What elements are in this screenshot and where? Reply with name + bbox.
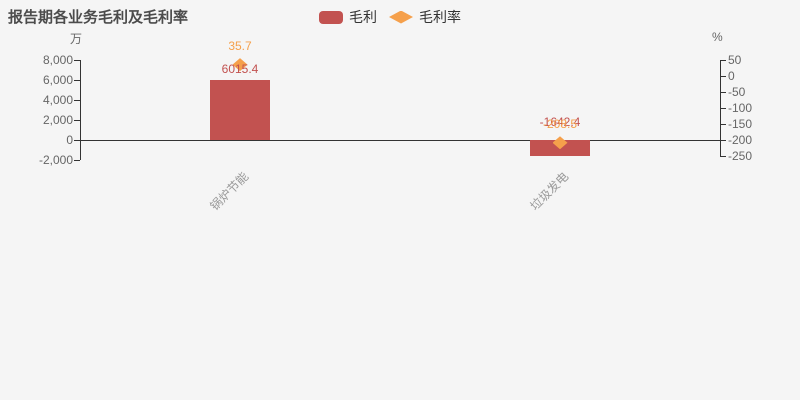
bar-锅炉节能[interactable] — [210, 79, 270, 140]
right-axis-tick-label: -50 — [728, 85, 746, 99]
left-axis-tick — [74, 120, 80, 121]
right-axis-tick-label: -250 — [728, 149, 753, 163]
left-axis-tick-label: 8,000 — [42, 53, 73, 67]
left-axis-tick — [74, 60, 80, 61]
legend-item-margin[interactable]: 毛利率 — [389, 7, 461, 27]
left-axis-tick-label: 0 — [66, 133, 73, 147]
right-axis-tick-label: 50 — [728, 53, 742, 67]
right-axis-tick — [720, 76, 726, 77]
left-axis-tick-label: 2,000 — [42, 113, 73, 127]
left-axis-tick — [74, 80, 80, 81]
left-axis-tick-label: 6,000 — [42, 73, 73, 87]
rate-value-label: -208.5 — [542, 116, 578, 131]
diamond-series-swatch-icon — [389, 10, 413, 24]
right-axis-tick — [720, 140, 726, 141]
chart-title: 报告期各业务毛利及毛利率 — [8, 9, 189, 26]
bar-series-swatch-icon — [319, 10, 343, 24]
left-axis-line — [80, 60, 81, 160]
legend-label-profit: 毛利 — [349, 9, 377, 25]
right-axis-tick — [720, 60, 726, 61]
zero-axis-line — [80, 140, 720, 141]
legend: 毛利 毛利率 — [319, 7, 461, 27]
right-axis-unit: % — [712, 30, 723, 44]
legend-item-profit[interactable]: 毛利 — [319, 7, 377, 27]
rate-point-锅炉节能[interactable] — [232, 58, 248, 72]
left-axis-tick — [74, 140, 80, 141]
right-axis-tick — [720, 92, 726, 93]
right-axis-tick — [720, 156, 726, 157]
right-axis-tick-label: -200 — [728, 133, 753, 147]
legend-label-margin: 毛利率 — [419, 9, 461, 25]
rate-value-label: 35.7 — [228, 38, 252, 53]
category-label-垃圾发电: 垃圾发电 — [527, 169, 572, 214]
right-axis-tick-label: -100 — [728, 101, 753, 115]
bar-value-label: 6015.4 — [221, 61, 259, 76]
left-axis-unit: 万 — [70, 32, 83, 46]
left-axis-tick — [74, 100, 80, 101]
category-label-锅炉节能: 锅炉节能 — [207, 169, 252, 214]
rate-point-垃圾发电[interactable] — [552, 136, 568, 150]
left-axis-tick-label: -2,000 — [38, 153, 73, 167]
left-axis-tick — [74, 160, 80, 161]
right-axis-tick-label: 0 — [728, 69, 735, 83]
right-axis-tick — [720, 108, 726, 109]
bar-value-label: -1642.4 — [539, 114, 581, 129]
right-axis-tick — [720, 124, 726, 125]
right-axis-tick-label: -150 — [728, 117, 753, 131]
left-axis-tick-label: 4,000 — [42, 93, 73, 107]
